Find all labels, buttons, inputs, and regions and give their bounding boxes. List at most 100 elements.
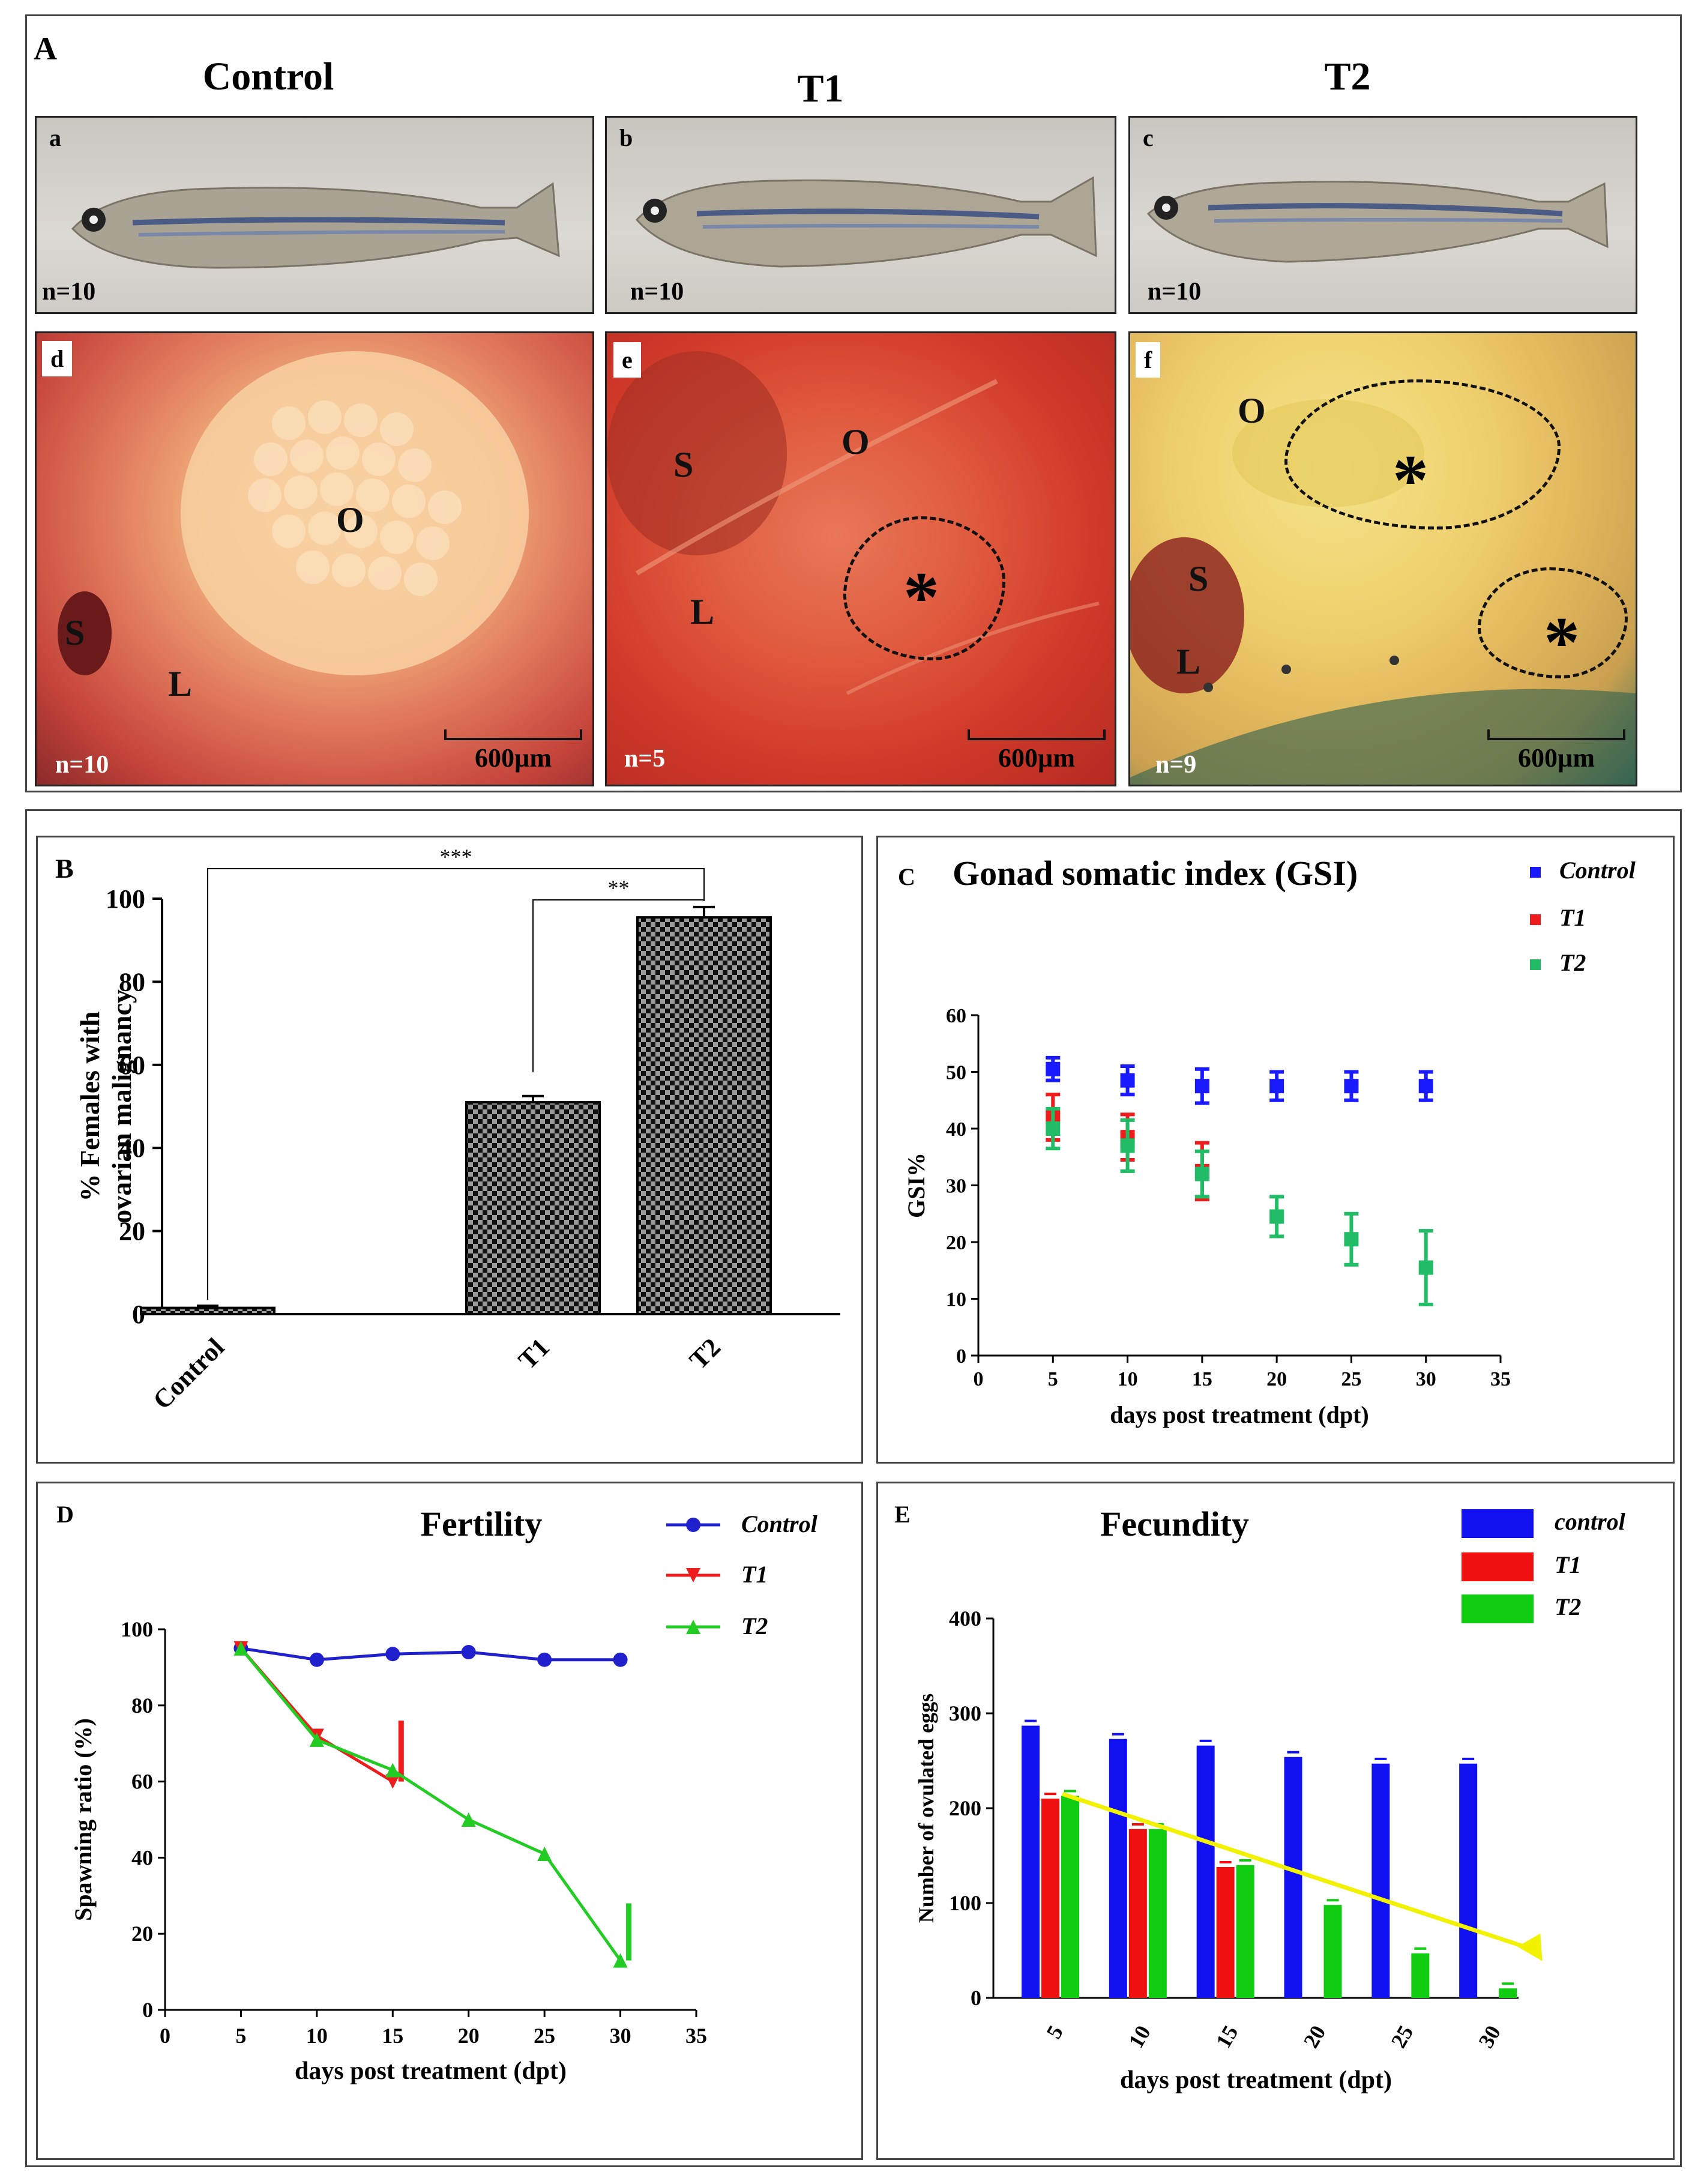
dissection-photo-control: [35, 331, 594, 786]
trend-arrow: [1061, 1791, 1537, 1953]
fish-photo-t1: [605, 116, 1116, 314]
data-point: [1269, 1079, 1284, 1094]
scale-bar: 600µm: [1487, 729, 1625, 777]
x-tick-label: T1: [513, 1332, 555, 1375]
fish-sample-size: n=10: [630, 278, 684, 306]
legend-marker: [1530, 959, 1541, 970]
legend-swatch: [1462, 1594, 1534, 1623]
panel-a-letter: A: [34, 31, 57, 67]
bar: [1236, 1865, 1254, 1998]
x-tick-label: 20: [458, 2024, 480, 2048]
data-point: [613, 1953, 628, 1968]
chart-title: Fertility: [421, 1504, 543, 1543]
fish-sample-size: n=10: [1148, 278, 1202, 306]
y-tick-label: 200: [949, 1796, 981, 1820]
x-tick-label: 15: [1211, 2021, 1243, 2052]
bar: [140, 1306, 275, 1315]
fish-illustration: [635, 176, 1097, 268]
legend-label: Control: [741, 1510, 818, 1537]
panel-letter: E: [894, 1501, 911, 1528]
legend-swatch: [1462, 1509, 1534, 1538]
x-tick-label: 5: [235, 2024, 246, 2048]
organ-label-liver: L: [168, 664, 193, 704]
data-point: [233, 1641, 248, 1656]
organ-label-spleen: S: [65, 613, 85, 653]
bar: [1323, 1905, 1342, 1998]
bar: [1499, 1988, 1517, 1998]
dissection-photo-tag: e: [613, 342, 641, 378]
trend-arrowhead: [1517, 1933, 1543, 1961]
y-tick-label: 60: [131, 1770, 153, 1794]
y-axis-label: GSI%: [903, 1153, 930, 1218]
y-tick-label: 40: [946, 1118, 966, 1141]
tumor-lesion-outline: [843, 516, 1005, 660]
legend-swatch: [1462, 1552, 1534, 1581]
y-tick-label: 0: [956, 1345, 966, 1368]
panel-c-frame: [876, 836, 1675, 1464]
legend-label: T2: [741, 1612, 768, 1640]
scale-bar-line: [1487, 729, 1625, 740]
bar: [1284, 1757, 1302, 1998]
organ-label-ovary: O: [841, 422, 870, 462]
data-point: [1046, 1121, 1061, 1136]
y-tick-label: 80: [131, 1694, 153, 1718]
data-point: [309, 1732, 324, 1747]
chart-title: Fecundity: [1100, 1504, 1249, 1543]
significance-bracket: [207, 868, 705, 1300]
x-tick-label: 10: [1118, 1368, 1138, 1390]
bar: [1148, 1829, 1167, 1998]
data-point: [309, 1652, 324, 1667]
data-point: [385, 1647, 400, 1662]
legend-marker: [686, 1568, 700, 1582]
y-axis-label: Spawning ratio (%): [70, 1718, 97, 1921]
y-tick-label: 0: [971, 1986, 981, 2010]
tumor-lesion-outline: [1284, 379, 1561, 529]
scale-bar-line: [968, 729, 1106, 740]
y-tick-label: 40: [119, 1133, 145, 1163]
legend-label: Control: [1559, 857, 1636, 884]
bar: [1196, 1745, 1215, 1998]
series-line: [239, 1647, 622, 1962]
legend-marker: [1530, 867, 1541, 878]
x-tick-label: Control: [147, 1332, 230, 1415]
y-tick-label: 60: [119, 1051, 145, 1080]
dissection-sample-size: n=10: [55, 751, 109, 779]
fish-photo-t2: [1128, 116, 1637, 314]
data-point: [385, 1774, 400, 1789]
fish-photo-control: [35, 116, 594, 314]
x-tick-label: 0: [974, 1368, 984, 1390]
chart-e: E Fecundity 0 100 200 300 400 Number of ovulate…: [894, 1501, 1626, 2094]
x-tick-label: 5: [1041, 2021, 1068, 2043]
data-point: [1344, 1079, 1359, 1094]
y-tick-label: 30: [946, 1175, 966, 1198]
data-point: [1120, 1073, 1135, 1088]
data-point: [1046, 1061, 1061, 1076]
legend-label: control: [1555, 1508, 1626, 1535]
data-point: [461, 1812, 476, 1827]
x-tick-label: 15: [382, 2024, 403, 2048]
legend-label: T2: [1559, 949, 1586, 976]
tumor-marker: *: [1544, 602, 1580, 682]
x-tick-label: 25: [534, 2024, 555, 2048]
organ-label-spleen: S: [1188, 559, 1209, 599]
y-tick-label: 400: [949, 1606, 981, 1630]
data-point: [1344, 1232, 1359, 1247]
data-point: [1269, 1209, 1284, 1224]
tumor-marker: *: [1392, 440, 1429, 520]
x-tick-label: 10: [306, 2024, 328, 2048]
legend-marker: [686, 1518, 700, 1532]
x-tick-label: 0: [160, 2024, 170, 2048]
organ-label-spleen: S: [673, 445, 694, 484]
y-tick-label: 20: [131, 1922, 153, 1946]
panel-d-frame: [36, 1482, 863, 2160]
organ-label-ovary: O: [336, 500, 364, 540]
x-axis-label: days post treatment (dpt): [295, 2057, 567, 2085]
data-point: [385, 1763, 400, 1778]
x-axis-label: days post treatment (dpt): [1110, 1401, 1368, 1428]
y-axis-label: % Females with: [74, 1012, 105, 1202]
data-point: [1418, 1079, 1433, 1094]
bar: [465, 1101, 601, 1315]
data-point: [1418, 1260, 1433, 1275]
y-tick-label: 100: [121, 1617, 153, 1641]
legend-label: T2: [1555, 1593, 1581, 1620]
